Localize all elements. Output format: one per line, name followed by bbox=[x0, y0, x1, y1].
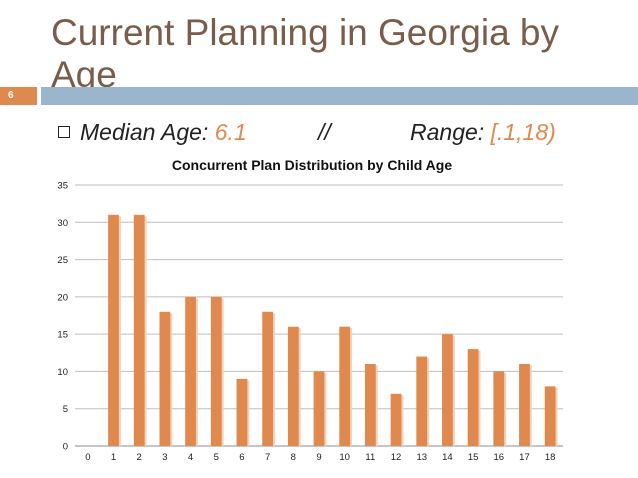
y-tick-label: 30 bbox=[57, 218, 68, 229]
x-tick-label: 14 bbox=[442, 452, 453, 463]
x-tick-label: 6 bbox=[239, 452, 244, 463]
slide-number: 6 bbox=[8, 90, 14, 101]
title-accent-bar bbox=[0, 87, 37, 105]
median-age-value: 6.1 bbox=[214, 119, 247, 145]
bar-age-15 bbox=[467, 349, 479, 446]
y-tick-label: 5 bbox=[63, 404, 68, 415]
y-tick-label: 35 bbox=[57, 181, 68, 192]
bar-age-10 bbox=[339, 326, 351, 446]
x-tick-label: 16 bbox=[494, 452, 505, 463]
bar-age-2 bbox=[133, 214, 145, 446]
bar-age-12 bbox=[390, 393, 402, 446]
y-tick-label: 10 bbox=[57, 367, 68, 378]
x-tick-label: 2 bbox=[137, 452, 142, 463]
median-age-text: Median Age: 6.1 bbox=[80, 117, 247, 147]
x-tick-label: 9 bbox=[316, 452, 321, 463]
x-tick-label: 15 bbox=[468, 452, 479, 463]
x-tick-label: 10 bbox=[339, 452, 350, 463]
slide-title: Current Planning in Georgia by Age bbox=[51, 12, 560, 95]
bar-age-11 bbox=[364, 363, 376, 446]
square-bullet-icon bbox=[58, 126, 70, 138]
x-tick-label: 5 bbox=[214, 452, 219, 463]
bar-age-6 bbox=[236, 378, 248, 446]
x-tick-label: 1 bbox=[111, 452, 116, 463]
x-tick-label: 12 bbox=[391, 452, 402, 463]
y-tick-label: 20 bbox=[57, 292, 68, 303]
x-tick-label: 8 bbox=[291, 452, 296, 463]
bar-age-18 bbox=[544, 386, 556, 446]
bar-age-8 bbox=[287, 326, 299, 446]
bar-age-5 bbox=[210, 296, 222, 446]
range-text: Range: [.1,18) bbox=[410, 117, 556, 147]
title-rule-bar bbox=[41, 87, 638, 105]
x-tick-label: 3 bbox=[162, 452, 167, 463]
median-age-label: Median Age: bbox=[80, 119, 215, 145]
x-tick-label: 0 bbox=[85, 452, 90, 463]
chart-bars bbox=[108, 214, 558, 446]
x-tick-label: 4 bbox=[188, 452, 193, 463]
bar-age-17 bbox=[519, 363, 530, 446]
x-tick-label: 11 bbox=[365, 452, 375, 463]
bar-age-9 bbox=[313, 371, 325, 446]
bar-age-3 bbox=[159, 311, 171, 446]
y-tick-label: 25 bbox=[57, 255, 68, 266]
bar-age-16 bbox=[493, 371, 505, 446]
bar-age-4 bbox=[185, 296, 196, 446]
separator-text: // bbox=[318, 119, 331, 145]
x-tick-label: 7 bbox=[265, 452, 270, 463]
bar-age-14 bbox=[442, 334, 453, 446]
x-tick-label: 13 bbox=[416, 452, 427, 463]
y-tick-label: 15 bbox=[57, 330, 68, 341]
x-tick-label: 18 bbox=[545, 452, 556, 463]
bullet-row: Median Age: 6.1 // Range: [.1,18) bbox=[58, 117, 628, 147]
range-label: Range: bbox=[410, 119, 491, 145]
x-tick-label: 17 bbox=[519, 452, 530, 463]
chart-title: Concurrent Plan Distribution by Child Ag… bbox=[172, 157, 452, 173]
y-tick-label: 0 bbox=[63, 442, 68, 453]
bar-age-7 bbox=[262, 311, 274, 446]
bar-chart: Concurrent Plan Distribution by Child Ag… bbox=[57, 157, 563, 464]
bar-age-1 bbox=[108, 214, 119, 446]
bar-age-13 bbox=[416, 356, 428, 446]
range-value: [.1,18) bbox=[490, 119, 556, 145]
